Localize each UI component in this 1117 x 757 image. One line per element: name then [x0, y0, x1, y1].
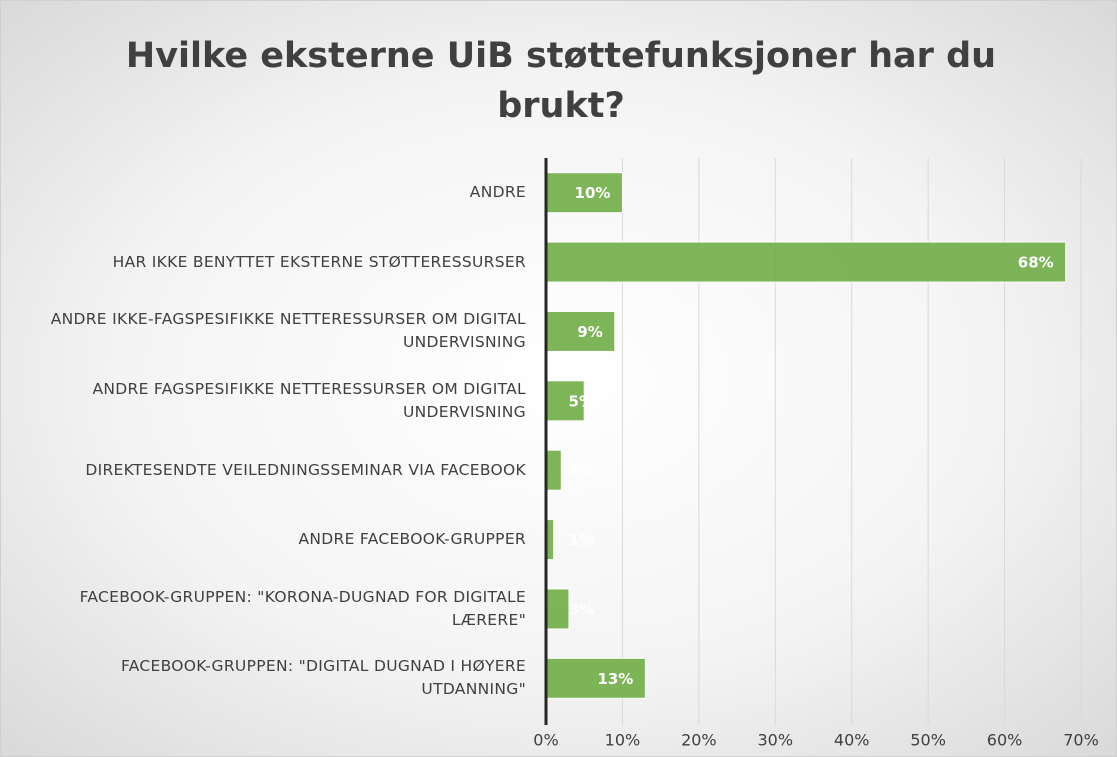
- chart-title: Hvilke eksterne UiB støttefunksjoner har…: [125, 36, 997, 126]
- data-label: 3%: [569, 600, 594, 618]
- bar: [545, 449, 562, 491]
- y-tick-label: FACEBOOK-GRUPPEN: "KORONA-DUGNAD FOR DIG…: [79, 587, 526, 629]
- y-tick-label: ANDRE FACEBOOK-GRUPPER: [298, 530, 526, 549]
- data-label: 10%: [575, 184, 611, 202]
- bar: [545, 241, 1067, 283]
- y-tick-label: ANDRE FAGSPESIFIKKE NETTERESSURSER OM DI…: [92, 379, 526, 421]
- data-label: 5%: [569, 392, 594, 410]
- y-tick-label: FACEBOOK-GRUPPEN: "DIGITAL DUGNAD I HØYE…: [120, 657, 526, 699]
- x-tick-label: 0%: [533, 731, 558, 750]
- data-label: 2%: [569, 462, 594, 480]
- data-label: 13%: [597, 670, 633, 688]
- bar: [545, 380, 585, 422]
- y-tick-label: DIREKTESENDTE VEILEDNINGSSEMINAR VIA FAC…: [85, 460, 526, 479]
- x-tick-label: 70%: [1063, 731, 1099, 750]
- data-label: 9%: [577, 323, 602, 341]
- x-tick-label: 20%: [681, 731, 717, 750]
- x-tick-label: 40%: [834, 731, 870, 750]
- x-tick-label: 50%: [910, 731, 946, 750]
- bar: [545, 588, 570, 630]
- y-tick-label: HAR IKKE BENYTTET EKSTERNE STØTTERESSURS…: [112, 252, 526, 271]
- x-tick-label: 60%: [987, 731, 1023, 750]
- x-tick-label: 30%: [758, 731, 794, 750]
- y-tick-label: ANDRE: [469, 183, 526, 202]
- x-tick-label: 10%: [605, 731, 641, 750]
- data-label: 1%: [569, 531, 594, 549]
- data-label: 68%: [1018, 254, 1054, 272]
- y-tick-label: ANDRE IKKE-FAGSPESIFIKKE NETTERESSURSER …: [50, 310, 526, 352]
- bar: [545, 657, 646, 699]
